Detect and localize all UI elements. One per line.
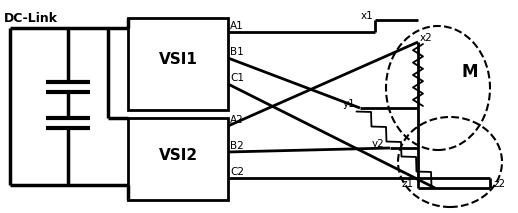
- Text: C2: C2: [230, 167, 244, 177]
- Text: x1: x1: [360, 11, 373, 21]
- Text: B1: B1: [230, 47, 244, 57]
- Text: B2: B2: [230, 141, 244, 151]
- Text: z1: z1: [402, 179, 414, 189]
- Text: y2: y2: [371, 139, 384, 149]
- Bar: [128, 18, 228, 110]
- Text: x2: x2: [420, 33, 433, 43]
- Text: VSI1: VSI1: [159, 52, 197, 68]
- Text: M: M: [462, 63, 478, 81]
- Text: z2: z2: [493, 179, 505, 189]
- Text: DC-Link: DC-Link: [4, 12, 58, 25]
- Text: C1: C1: [230, 73, 244, 83]
- Text: y1: y1: [342, 99, 355, 109]
- Text: VSI2: VSI2: [159, 147, 197, 163]
- Text: A2: A2: [230, 115, 244, 125]
- Bar: [128, 118, 228, 200]
- Text: A1: A1: [230, 21, 244, 31]
